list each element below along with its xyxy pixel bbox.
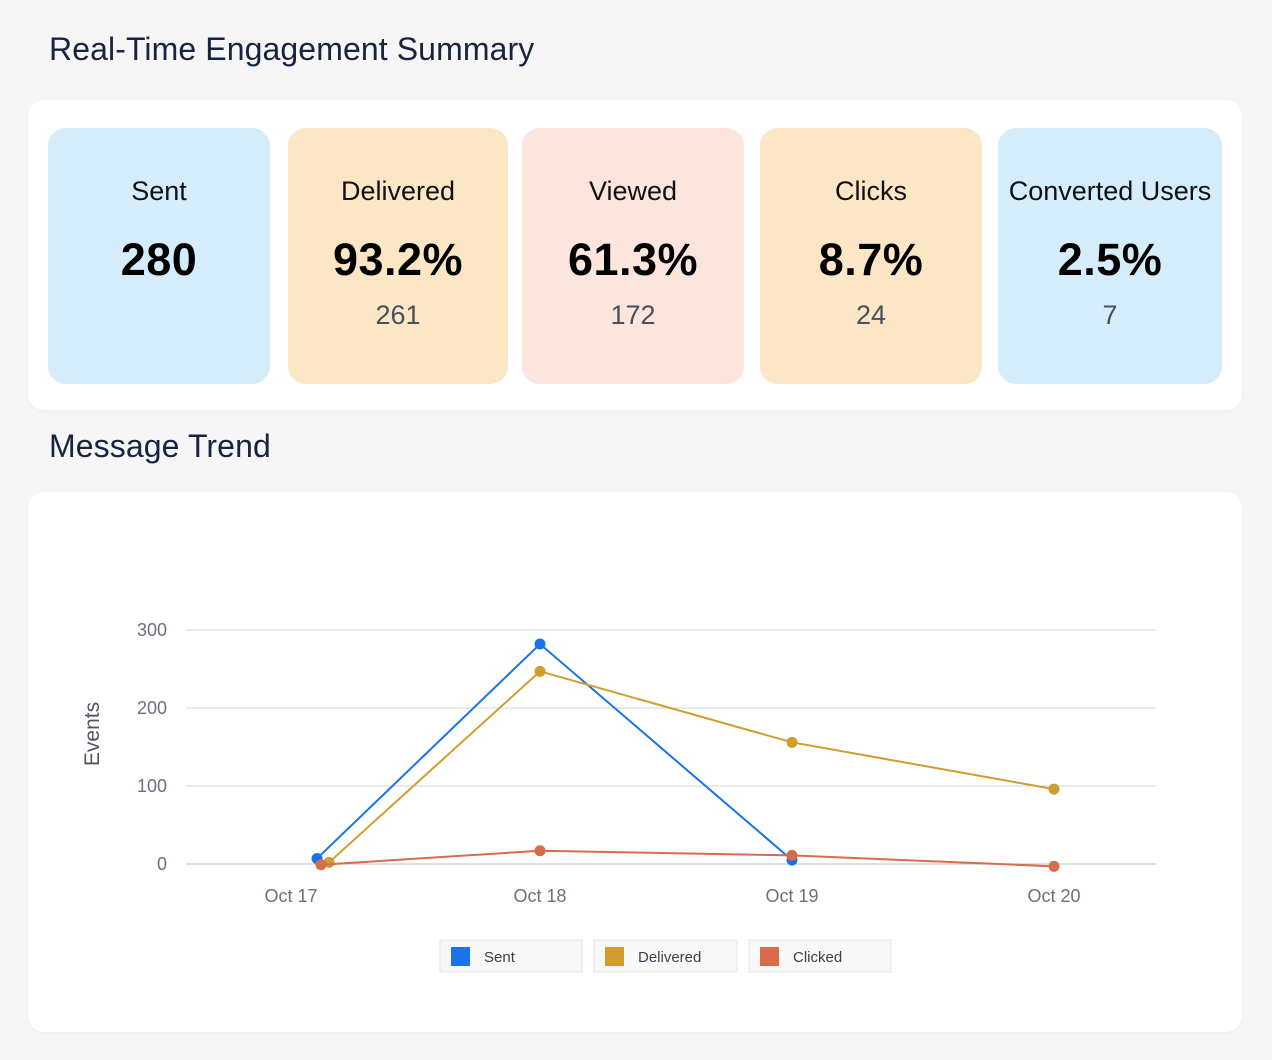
- metric-label: Delivered: [340, 176, 456, 206]
- x-axis: Oct 17 Oct 18 Oct 19 Oct 20: [264, 886, 1080, 906]
- metric-label: Clicks: [835, 176, 907, 206]
- metric-count: 261: [375, 300, 421, 330]
- series-layer: [311, 638, 1060, 872]
- summary-panel: Sent 280 Delivered 93.2% 261 Viewed 61.3…: [28, 100, 1242, 410]
- data-point-clicked: [1048, 860, 1060, 872]
- metric-value: 8.7%: [818, 234, 924, 285]
- x-tick-label: Oct 20: [1027, 886, 1080, 906]
- legend-item-delivered[interactable]: Delivered: [593, 939, 738, 973]
- legend-label: Sent: [484, 949, 516, 966]
- data-point-clicked: [315, 859, 327, 871]
- data-point-clicked: [786, 849, 798, 861]
- metric-label: Sent: [131, 176, 187, 206]
- metric-card-sent: Sent 280: [48, 128, 270, 384]
- metric-value: 280: [120, 234, 198, 285]
- legend-item-clicked[interactable]: Clicked: [748, 939, 892, 973]
- metric-label: Viewed: [588, 176, 678, 206]
- summary-title: Real-Time Engagement Summary: [49, 31, 535, 67]
- legend-label: Clicked: [793, 949, 842, 966]
- data-point-delivered: [534, 665, 546, 677]
- data-point-clicked: [534, 845, 546, 857]
- message-trend-chart: 0 100 200 300 Oct 17 Oct 18 Oct 19 Oct 20 Even…: [81, 620, 1156, 973]
- legend-swatch: [760, 947, 779, 966]
- legend-swatch: [451, 947, 470, 966]
- x-tick-label: Oct 18: [513, 886, 566, 906]
- series-line-clicked: [320, 849, 1055, 868]
- metric-value: 2.5%: [1057, 234, 1163, 285]
- legend-label: Delivered: [638, 949, 701, 966]
- metric-label: Converted Users: [1008, 176, 1212, 206]
- metric-count: 24: [855, 300, 887, 330]
- series-line-delivered: [328, 670, 1055, 864]
- metric-count: 172: [610, 300, 656, 330]
- metric-card-delivered: Delivered 93.2% 261: [288, 128, 508, 384]
- legend-item-sent[interactable]: Sent: [439, 939, 583, 973]
- y-tick-label: 200: [137, 698, 167, 718]
- metric-value: 61.3%: [567, 234, 699, 285]
- x-tick-label: Oct 17: [264, 886, 317, 906]
- metric-count: 7: [1102, 300, 1118, 330]
- y-tick-label: 0: [157, 854, 167, 874]
- y-tick-label: 300: [137, 620, 167, 640]
- x-tick-label: Oct 19: [765, 886, 818, 906]
- metric-card-viewed: Viewed 61.3% 172: [522, 128, 744, 384]
- trend-panel: 0 100 200 300 Oct 17 Oct 18 Oct 19 Oct 20 Even…: [28, 492, 1242, 1032]
- data-point-sent: [534, 638, 546, 650]
- metric-card-clicks: Clicks 8.7% 24: [760, 128, 982, 384]
- data-point-delivered: [1048, 783, 1060, 795]
- legend: Sent Delivered Clicked: [439, 939, 892, 973]
- y-axis: 0 100 200 300: [137, 620, 167, 874]
- legend-swatch: [605, 947, 624, 966]
- y-axis-title: Events: [81, 702, 104, 766]
- trend-title: Message Trend: [49, 428, 271, 464]
- metric-card-converted-users: Converted Users 2.5% 7: [998, 128, 1222, 384]
- y-tick-label: 100: [137, 776, 167, 796]
- data-point-delivered: [786, 736, 798, 748]
- grid-layer: [186, 629, 1156, 865]
- metric-value: 93.2%: [332, 234, 464, 285]
